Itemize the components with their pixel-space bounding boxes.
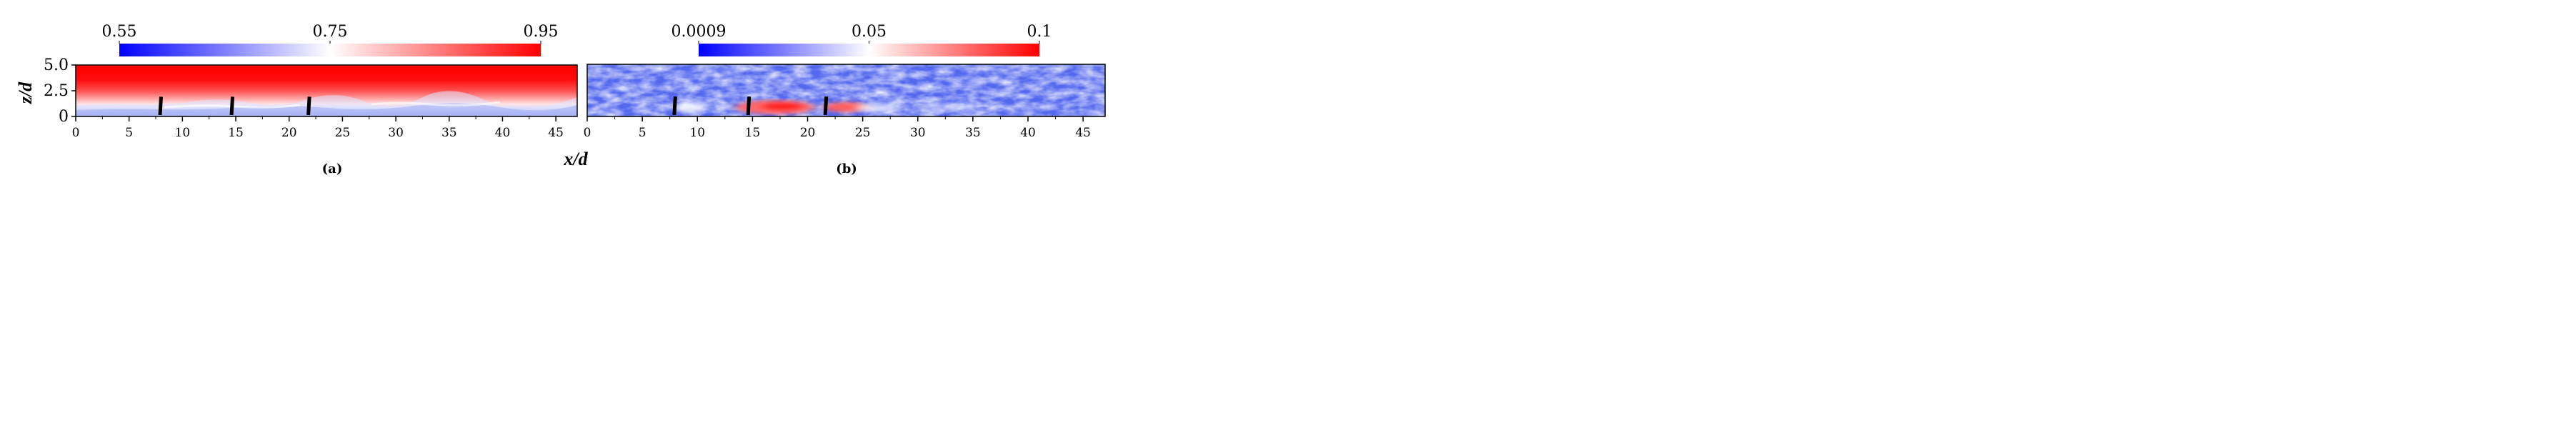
turbine-a — [306, 96, 311, 116]
colorbar-a — [119, 44, 541, 56]
turbine-b — [746, 96, 752, 116]
x-tick-label-a: 40 — [495, 126, 511, 140]
x-tick-label-b: 0 — [584, 126, 591, 140]
panel-label-b: (b) — [836, 161, 857, 176]
y-tick-label: 5.0 — [44, 56, 69, 74]
colorbar-b-tick-label: 0.05 — [852, 23, 887, 41]
figure: 0.55 0.75 0.95 0 5 10 15 20 25 30 35 40 45 02.55.0 … — [15, 23, 1106, 176]
x-tick-label-b: 15 — [745, 126, 761, 140]
x-tick-label-b: 45 — [1075, 126, 1091, 140]
plot-frame-b — [586, 64, 1106, 117]
colorbar-a-tick-label: 0.55 — [102, 23, 137, 41]
y-axis-label: z/d — [15, 81, 36, 104]
x-tick-label-a: 10 — [175, 126, 191, 140]
x-tick-label-b: 25 — [855, 126, 871, 140]
x-tick-label-a: 20 — [281, 126, 297, 140]
x-tick-label-b: 40 — [1020, 126, 1036, 140]
panel-label-a: (a) — [322, 161, 343, 176]
colorbar-b-tick-label: 0.1 — [1027, 23, 1052, 41]
turbine-b — [672, 96, 677, 116]
x-tick-label-a: 25 — [335, 126, 351, 140]
x-tick-label-b: 35 — [965, 126, 981, 140]
panel-a: 0.55 0.75 0.95 0 5 10 15 20 25 30 35 40 45 02.55.0 … — [15, 23, 578, 176]
y-tick-label: 2.5 — [44, 82, 69, 100]
colorbar-a-tick-label: 0.95 — [524, 23, 559, 41]
x-tick-label-a: 30 — [388, 126, 404, 140]
turbulence-field-b — [587, 64, 1105, 116]
turbine-b — [823, 96, 829, 116]
x-tick-label-b: 30 — [910, 126, 926, 140]
x-tick-label-a: 15 — [228, 126, 244, 140]
colorbar-b — [699, 44, 1039, 56]
x-axis-label: x/d — [563, 149, 588, 169]
x-tick-label-a: 35 — [441, 126, 457, 140]
turbine-a — [229, 96, 235, 116]
colorbar-b-tick-label: 0.0009 — [672, 23, 727, 41]
x-tick-label-a: 0 — [72, 126, 80, 140]
colorbar-a-tick-label: 0.75 — [313, 23, 348, 41]
x-tick-label-a: 45 — [548, 126, 564, 140]
x-tick-label-b: 20 — [800, 126, 816, 140]
y-tick-label: 0 — [59, 108, 69, 126]
velocity-field-a — [76, 65, 577, 116]
x-tick-label-b: 10 — [689, 126, 705, 140]
turbine-a — [158, 96, 163, 116]
x-tick-label-a: 5 — [125, 126, 133, 140]
x-tick-label-b: 5 — [639, 126, 647, 140]
panel-b: 0.0009 0.05 0.1 0 5 10 15 20 25 30 35 40 45 (b) — [584, 23, 1106, 176]
